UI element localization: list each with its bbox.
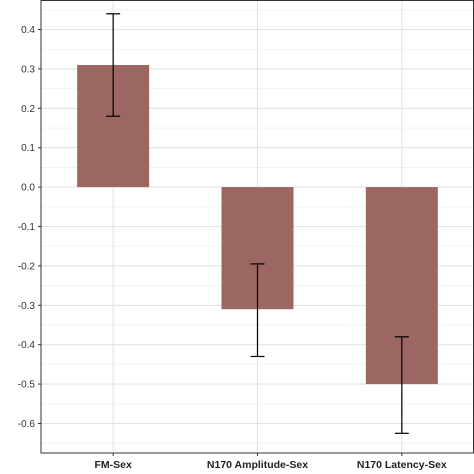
x-category-label: N170 Latency-Sex: [357, 459, 447, 471]
x-category-label: FM-Sex: [94, 459, 132, 471]
y-tick-label: 0.0: [21, 183, 35, 194]
y-tick-label: -0.4: [18, 340, 36, 351]
y-tick-label: -0.6: [18, 419, 36, 430]
x-axis: FM-Sex N170 Amplitude-Sex N170 Latency-Sex: [94, 453, 447, 471]
y-tick-label: 0.2: [21, 104, 35, 115]
y-tick-label: 0.1: [21, 143, 35, 154]
x-category-label: N170 Amplitude-Sex: [207, 459, 308, 471]
y-tick-label: -0.3: [18, 301, 36, 312]
y-tick-label: -0.1: [18, 222, 36, 233]
y-tick-label: -0.5: [18, 380, 36, 391]
y-tick-label: 0.4: [21, 25, 35, 36]
y-axis: 0.4 0.3 0.2 0.1 0.0 -0.1 -0.2 -0.3 -0.4 -0.5 -0.6: [18, 25, 41, 430]
y-tick-label: 0.3: [21, 64, 35, 75]
y-tick-label: -0.2: [18, 261, 36, 272]
error-bars: [106, 13, 409, 434]
